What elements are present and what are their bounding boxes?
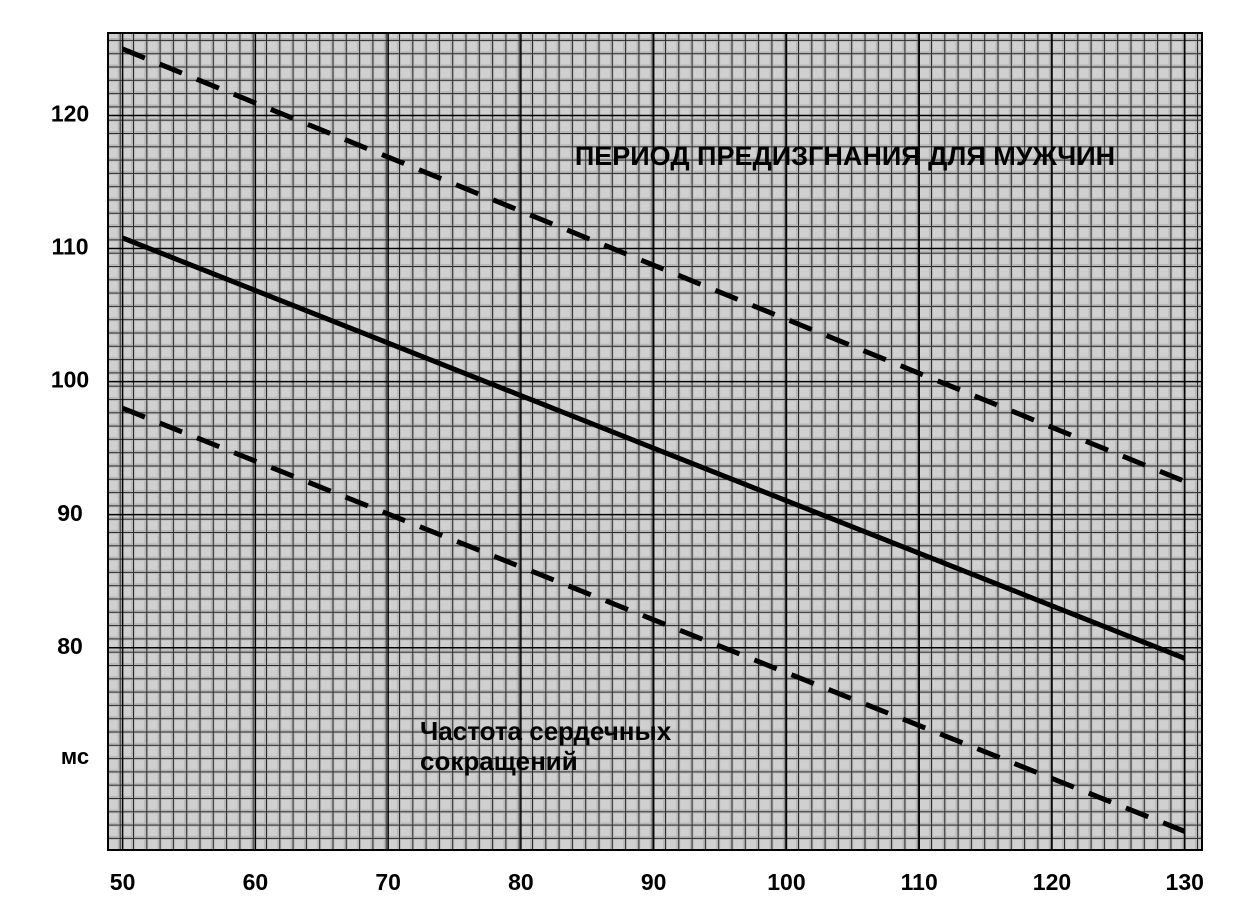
y-tick-label: 90: [57, 500, 83, 526]
y-axis-label: мс: [61, 744, 89, 769]
annotation: Частота сердечных: [420, 716, 672, 746]
y-tick-label: 120: [51, 101, 89, 127]
data-line: [121, 405, 1186, 834]
data-line: [121, 46, 1186, 484]
y-tick-label: 100: [51, 367, 89, 393]
x-tick-label: 60: [243, 869, 269, 895]
x-tick-label: 90: [641, 869, 667, 895]
data-line: [121, 235, 1186, 661]
x-tick-label: 100: [767, 869, 805, 895]
y-tick-label: 80: [57, 633, 83, 659]
x-tick-label: 130: [1166, 869, 1204, 895]
y-tick-label: 110: [51, 234, 88, 260]
x-tick-label: 80: [508, 869, 534, 895]
x-tick-label: 110: [901, 869, 938, 895]
x-tick-label: 50: [110, 869, 136, 895]
chart-title: ПЕРИОД ПРЕДИЗГНАНИЯ ДЛЯ МУЖЧИН: [575, 141, 1115, 171]
x-tick-label: 70: [375, 869, 401, 895]
x-tick-label: 120: [1033, 869, 1071, 895]
annotation: сокращений: [420, 746, 578, 776]
plot-area: [107, 32, 1203, 851]
